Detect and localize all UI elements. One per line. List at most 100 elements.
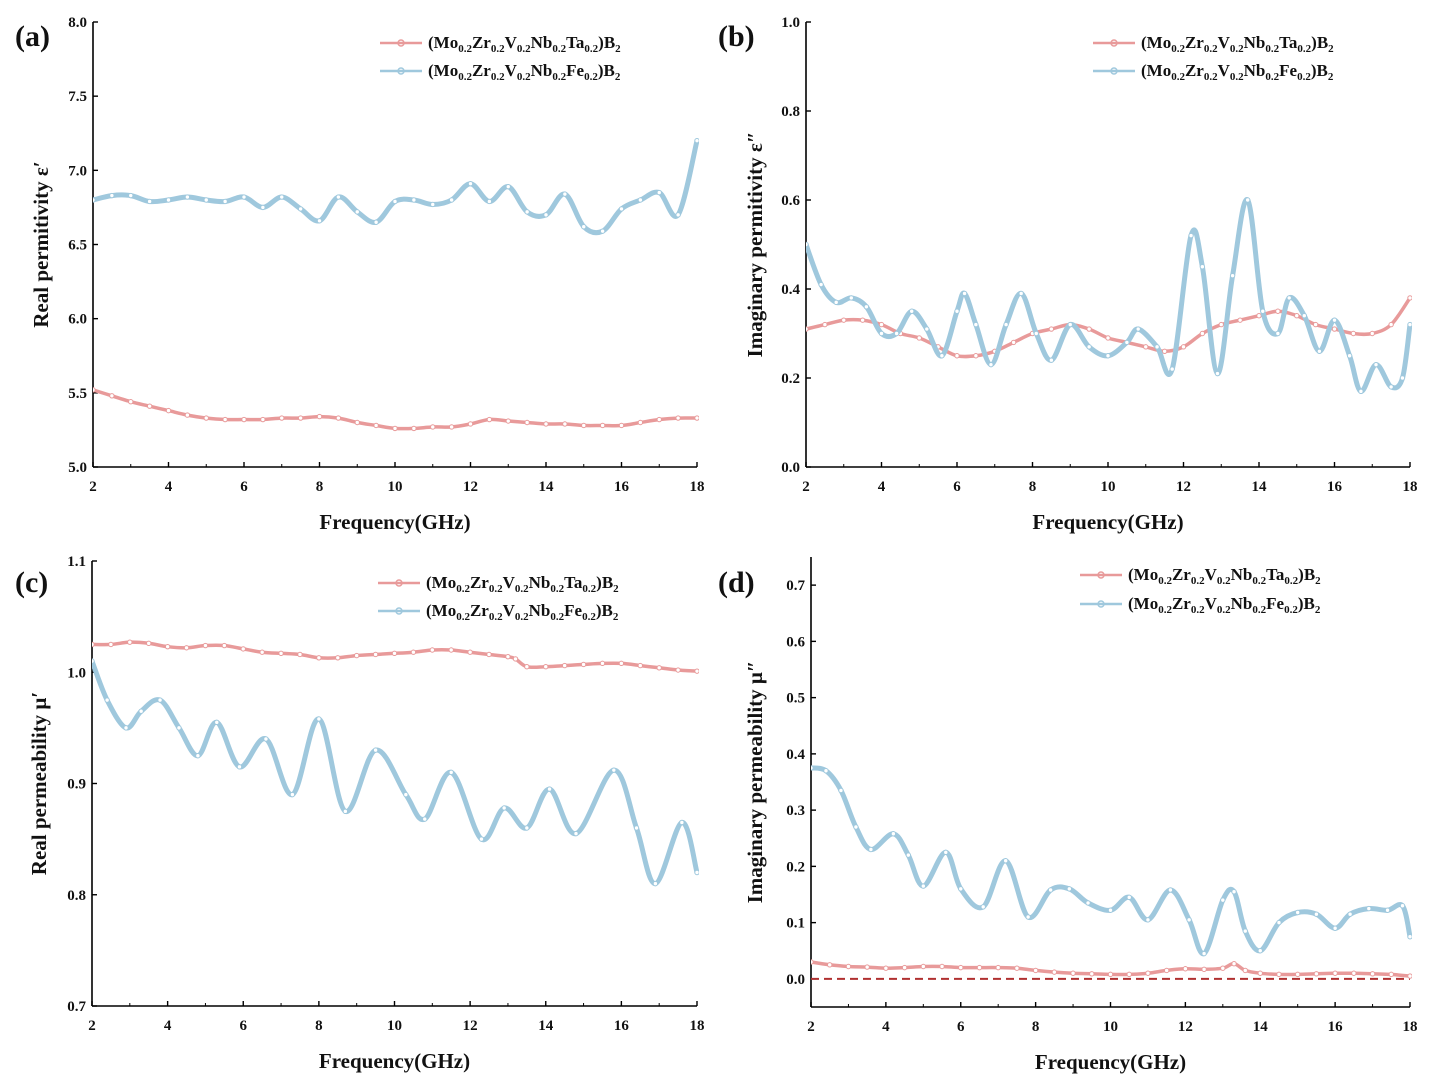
panel-a-data-point-fe [316,218,323,224]
panel-d-data-point-ta [827,962,833,968]
panel-c-ta-legend-label: (Mo0.2Zr0.2V0.2Nb0.2Ta0.2)B2 [426,573,619,595]
panel-b-data-point-fe [1124,339,1130,346]
panel-b-data-point-fe [1407,321,1412,328]
panel-b-x-tick-label: 2 [802,479,810,495]
panel-a-fe-legend-label: (Mo0.2Zr0.2V0.2Nb0.2Fe0.2)B2 [428,61,621,83]
panel-d-data-point-ta [920,963,927,970]
panel-d-y-tick-label: 0.5 [786,691,805,707]
panel-b-x-tick-label: 4 [878,479,886,495]
panel-a-y-tick-label: 8.0 [68,15,87,31]
panel-a-data-point-fe [335,194,342,200]
panel-b-data-point-ta [859,317,866,323]
panel-a-data-point-fe [637,197,644,203]
panel-a-x-tick-label: 12 [463,479,478,495]
panel-d: 2 4 6 8 10 12 14 16 18 0.0 0.1 0.2 0.3 0.4 0.5 0.6 0.7 Fr… [718,557,1418,1074]
panel-b-y-axis-title: Imaginary permitivity ε″ [743,132,767,358]
panel-b-y-tick-label: 0.2 [781,371,800,387]
panel-a-series-line-ta [93,388,699,431]
panel-d-data-point-ta [864,964,870,970]
panel-b-data-point-ta [973,353,979,359]
panel-d-data-point-fe [958,886,964,892]
panel-c-data-point-ta [127,639,133,645]
panel-b-data-point-fe [1244,197,1251,203]
panel-b-data-point-ta [1010,339,1017,346]
panel-a-data-point-fe [373,219,379,225]
panel-d-data-point-fe [1347,911,1353,917]
panel-d-data-point-ta [1126,971,1132,978]
panel-d-data-point-fe [823,768,829,774]
panel-c-x-tick-label: 6 [240,1018,248,1034]
panel-d-data-point-fe [1231,888,1237,895]
panel-b-data-point-ta [1275,308,1281,314]
panel-d-data-point-ta [1313,971,1320,977]
panel-c-data-point-ta [543,663,549,670]
panel-d-data-point-ta [1332,970,1338,976]
panel-c-data-point-fe [372,747,379,753]
panel-a-data-point-ta [694,415,699,421]
panel-a-x-tick-label: 6 [240,479,248,495]
panel-d-data-point-ta [939,963,945,970]
panel-c-data-point-fe [652,880,659,887]
panel-c-data-point-fe [694,869,699,876]
panel-a-x-tick-label: 14 [539,479,555,495]
panel-b-data-point-fe [893,330,900,337]
panel-b-data-point-ta [1369,330,1375,337]
panel-a-data-point-fe [165,197,172,203]
panel-d-data-point-fe [890,831,897,837]
panel-a-data-point-ta [222,416,228,423]
panel-b-data-point-fe [961,290,968,297]
panel-d-data-point-fe [1384,907,1391,913]
panel-c-data-point-ta [183,645,190,651]
panel-d-label: (d) [718,566,755,599]
panel-d-data-point-fe [1399,903,1406,909]
panel-a-data-point-ta [411,425,417,432]
panel-d-data-point-fe [1276,919,1282,926]
panel-c-data-point-fe [546,786,553,792]
panel-c-data-point-ta [618,660,625,667]
panel-a-data-point-fe [146,198,153,205]
panel-d-data-point-ta [1294,971,1301,978]
panel-c-data-point-fe [214,719,220,726]
panel-c-y-axis-title: Real permeability μ′ [27,692,51,875]
panel-d-x-tick-label: 14 [1253,1019,1269,1035]
panel-d-data-point-fe [920,883,927,889]
panel-b-data-point-fe [1018,290,1024,297]
panel-d-x-tick-label: 6 [957,1019,965,1035]
panel-b-data-point-fe [1188,232,1194,239]
panel-b-y-tick-label: 0.6 [781,193,800,209]
panel-d-y-tick-label: 0.2 [786,859,805,875]
panel-b-series-line-ta [806,296,1412,359]
panel-a-data-point-ta [543,421,549,427]
panel-d-data-point-fe [1167,887,1174,893]
panel-d-data-point-fe [1066,886,1073,892]
panel-a-y-tick-label: 7.5 [68,89,87,105]
panel-d-data-point-ta [1032,967,1039,974]
panel-d-y-tick-label: 0.6 [786,634,805,650]
panel-c-data-point-fe [478,836,485,842]
panel-d-data-point-fe [838,787,844,794]
panel-c-data-point-fe [316,716,322,722]
panel-d-data-point-ta [1145,970,1151,976]
panel-d-x-tick-label: 4 [882,1019,890,1035]
panel-d-data-point-ta [811,959,814,965]
panel-b-data-point-fe [1169,366,1175,372]
panel-b-data-point-ta [954,353,960,359]
panel-a-data-point-ta [279,415,285,421]
panel-a-data-point-ta [618,422,625,429]
panel-b-data-point-ta [1048,326,1055,332]
panel-c-fe-legend-label: (Mo0.2Zr0.2V0.2Nb0.2Fe0.2)B2 [426,601,619,623]
panel-d-data-point-fe [811,765,814,771]
panel-c-y-tick-label: 0.7 [67,999,86,1015]
panel-c-data-point-fe [123,725,129,731]
panel-d-ta-legend-label: (Mo0.2Zr0.2V0.2Nb0.2Ta0.2)B2 [1128,565,1321,587]
panel-d-data-point-fe [1366,905,1372,912]
panel-b-data-point-fe [878,330,885,337]
panel-c-data-point-ta [505,653,511,660]
panel-b-data-point-fe [954,308,960,314]
panel-b-data-point-ta [1256,313,1262,319]
panel-a-data-point-fe [260,204,266,211]
panel-d-fe-legend-label: (Mo0.2Zr0.2V0.2Nb0.2Fe0.2)B2 [1128,594,1321,616]
panel-b-data-point-fe [1399,375,1406,381]
panel-d-data-point-ta [1231,960,1237,967]
panel-a-data-point-ta [656,416,662,423]
